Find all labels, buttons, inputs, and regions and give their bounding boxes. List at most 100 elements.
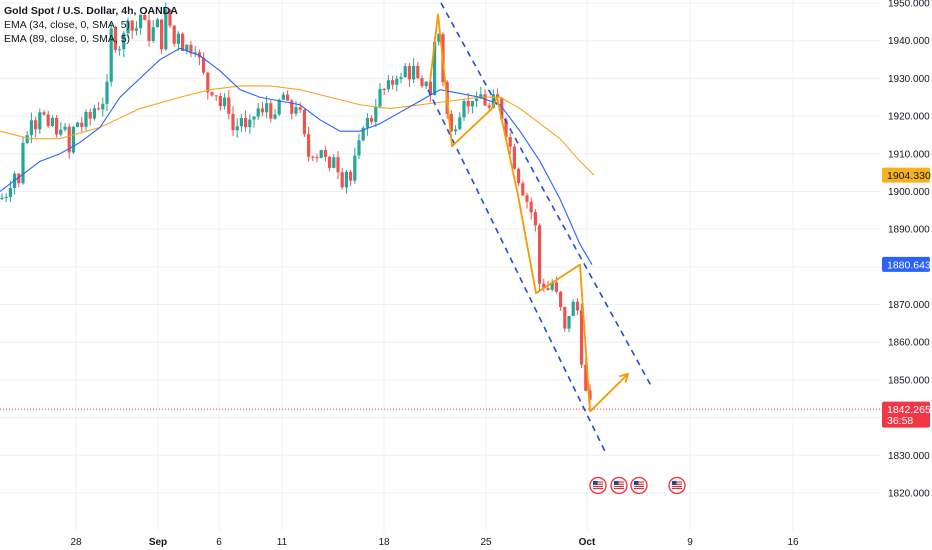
event-flag-icon[interactable] xyxy=(610,476,628,495)
candle-body xyxy=(50,117,54,127)
chart-grid xyxy=(0,0,880,532)
candle-body xyxy=(17,173,21,184)
candle-body xyxy=(151,27,155,41)
price-tick-label: 1920.000 xyxy=(888,112,930,123)
candle-body xyxy=(71,126,75,153)
candle-body xyxy=(475,98,479,101)
candle-body xyxy=(449,113,453,132)
time-tick-label: 16 xyxy=(787,537,799,548)
candle-body xyxy=(458,117,462,130)
candle-body xyxy=(512,146,516,169)
candle-body xyxy=(420,78,424,87)
candle-body xyxy=(113,28,117,50)
candle-body xyxy=(521,183,525,196)
candle-body xyxy=(349,171,353,181)
price-axis: 1820.0001830.0001840.0001850.0001860.000… xyxy=(882,0,931,500)
candle-body xyxy=(365,118,369,128)
time-tick-label: 11 xyxy=(277,537,288,548)
candle-body xyxy=(67,126,71,153)
candle-body xyxy=(227,97,231,114)
candle-body xyxy=(88,111,92,119)
candles xyxy=(0,2,592,408)
candle-body xyxy=(214,95,218,97)
time-tick-label: 28 xyxy=(70,537,82,548)
candle-body xyxy=(580,310,584,365)
time-tick-label: Oct xyxy=(579,537,596,548)
candle-body xyxy=(252,116,256,120)
candle-body xyxy=(424,81,428,87)
candle-body xyxy=(134,28,138,31)
candle-body xyxy=(206,72,210,93)
candle-body xyxy=(584,364,588,391)
time-tick-label: 9 xyxy=(687,537,693,548)
candle-body xyxy=(491,94,495,108)
candle-body xyxy=(42,112,46,115)
candle-body xyxy=(517,168,521,184)
candle-body xyxy=(353,155,357,181)
candle-body xyxy=(302,109,306,135)
candle-body xyxy=(235,126,239,131)
candle-body xyxy=(483,94,487,106)
candle-body xyxy=(571,301,575,316)
candle-body xyxy=(139,14,143,29)
price-tag-bg xyxy=(882,401,930,428)
channel-lower-line xyxy=(427,89,607,454)
candle-body xyxy=(395,78,399,85)
candle-body xyxy=(105,81,109,104)
candle-body xyxy=(155,19,159,28)
legend-symbol-title: Gold Spot / U.S. Dollar, 4h, OANDA xyxy=(4,5,178,17)
candle-body xyxy=(412,65,416,80)
time-tick-label: 25 xyxy=(480,537,492,548)
price-tick-label: 1950.000 xyxy=(888,0,930,10)
candle-body xyxy=(529,201,533,213)
candle-body xyxy=(176,33,180,44)
time-axis: 28 Sep 6 11 18 25 Oct 9 16 xyxy=(70,537,799,548)
candle-body xyxy=(185,44,189,51)
candle-body xyxy=(315,157,319,159)
candle-body xyxy=(172,25,176,44)
candle-body xyxy=(328,156,332,168)
candle-body xyxy=(34,120,38,130)
arrow-line xyxy=(589,373,629,413)
candle-body xyxy=(122,33,126,50)
candle-body xyxy=(508,137,512,147)
price-tick-label: 1860.000 xyxy=(888,338,930,349)
candle-body xyxy=(4,197,8,199)
candle-body xyxy=(256,108,260,117)
candle-body xyxy=(454,129,458,132)
price-tick-label: 1830.000 xyxy=(888,451,930,462)
candle-body xyxy=(466,100,470,107)
candle-body xyxy=(319,150,323,158)
candle-body xyxy=(575,301,579,311)
candle-body xyxy=(563,306,567,329)
candle-body xyxy=(546,288,550,290)
candle-body xyxy=(8,187,12,198)
event-flag-icon[interactable] xyxy=(589,476,607,495)
candle-body xyxy=(525,195,529,202)
candle-body xyxy=(0,197,4,199)
candle-body xyxy=(277,99,281,115)
candle-body xyxy=(500,97,504,120)
candle-body xyxy=(109,28,113,82)
candle-body xyxy=(567,315,571,329)
event-flag-icon[interactable] xyxy=(668,476,686,495)
candle-body xyxy=(559,291,563,307)
price-tick-label: 1870.000 xyxy=(888,300,930,311)
candle-body xyxy=(63,126,67,130)
candle-body xyxy=(361,127,365,141)
candle-body xyxy=(46,114,50,127)
candle-body xyxy=(311,156,315,158)
candle-body xyxy=(168,9,172,26)
candle-body xyxy=(218,95,222,107)
candle-body xyxy=(80,122,84,127)
price-tag-bg xyxy=(882,167,930,183)
candle-body xyxy=(550,282,554,290)
price-tick-label: 1850.000 xyxy=(888,375,930,386)
time-tick-label: 6 xyxy=(216,537,222,548)
candle-body xyxy=(332,157,336,168)
candle-body xyxy=(101,103,105,110)
channel-upper-line xyxy=(440,2,653,388)
candle-body xyxy=(403,66,407,78)
event-flag-icon[interactable] xyxy=(630,476,648,495)
